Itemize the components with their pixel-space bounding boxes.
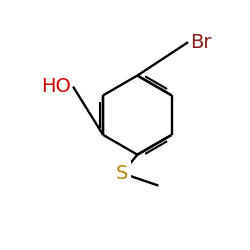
Text: S: S [116, 164, 128, 183]
Text: HO: HO [41, 77, 70, 96]
Text: Br: Br [190, 33, 212, 52]
